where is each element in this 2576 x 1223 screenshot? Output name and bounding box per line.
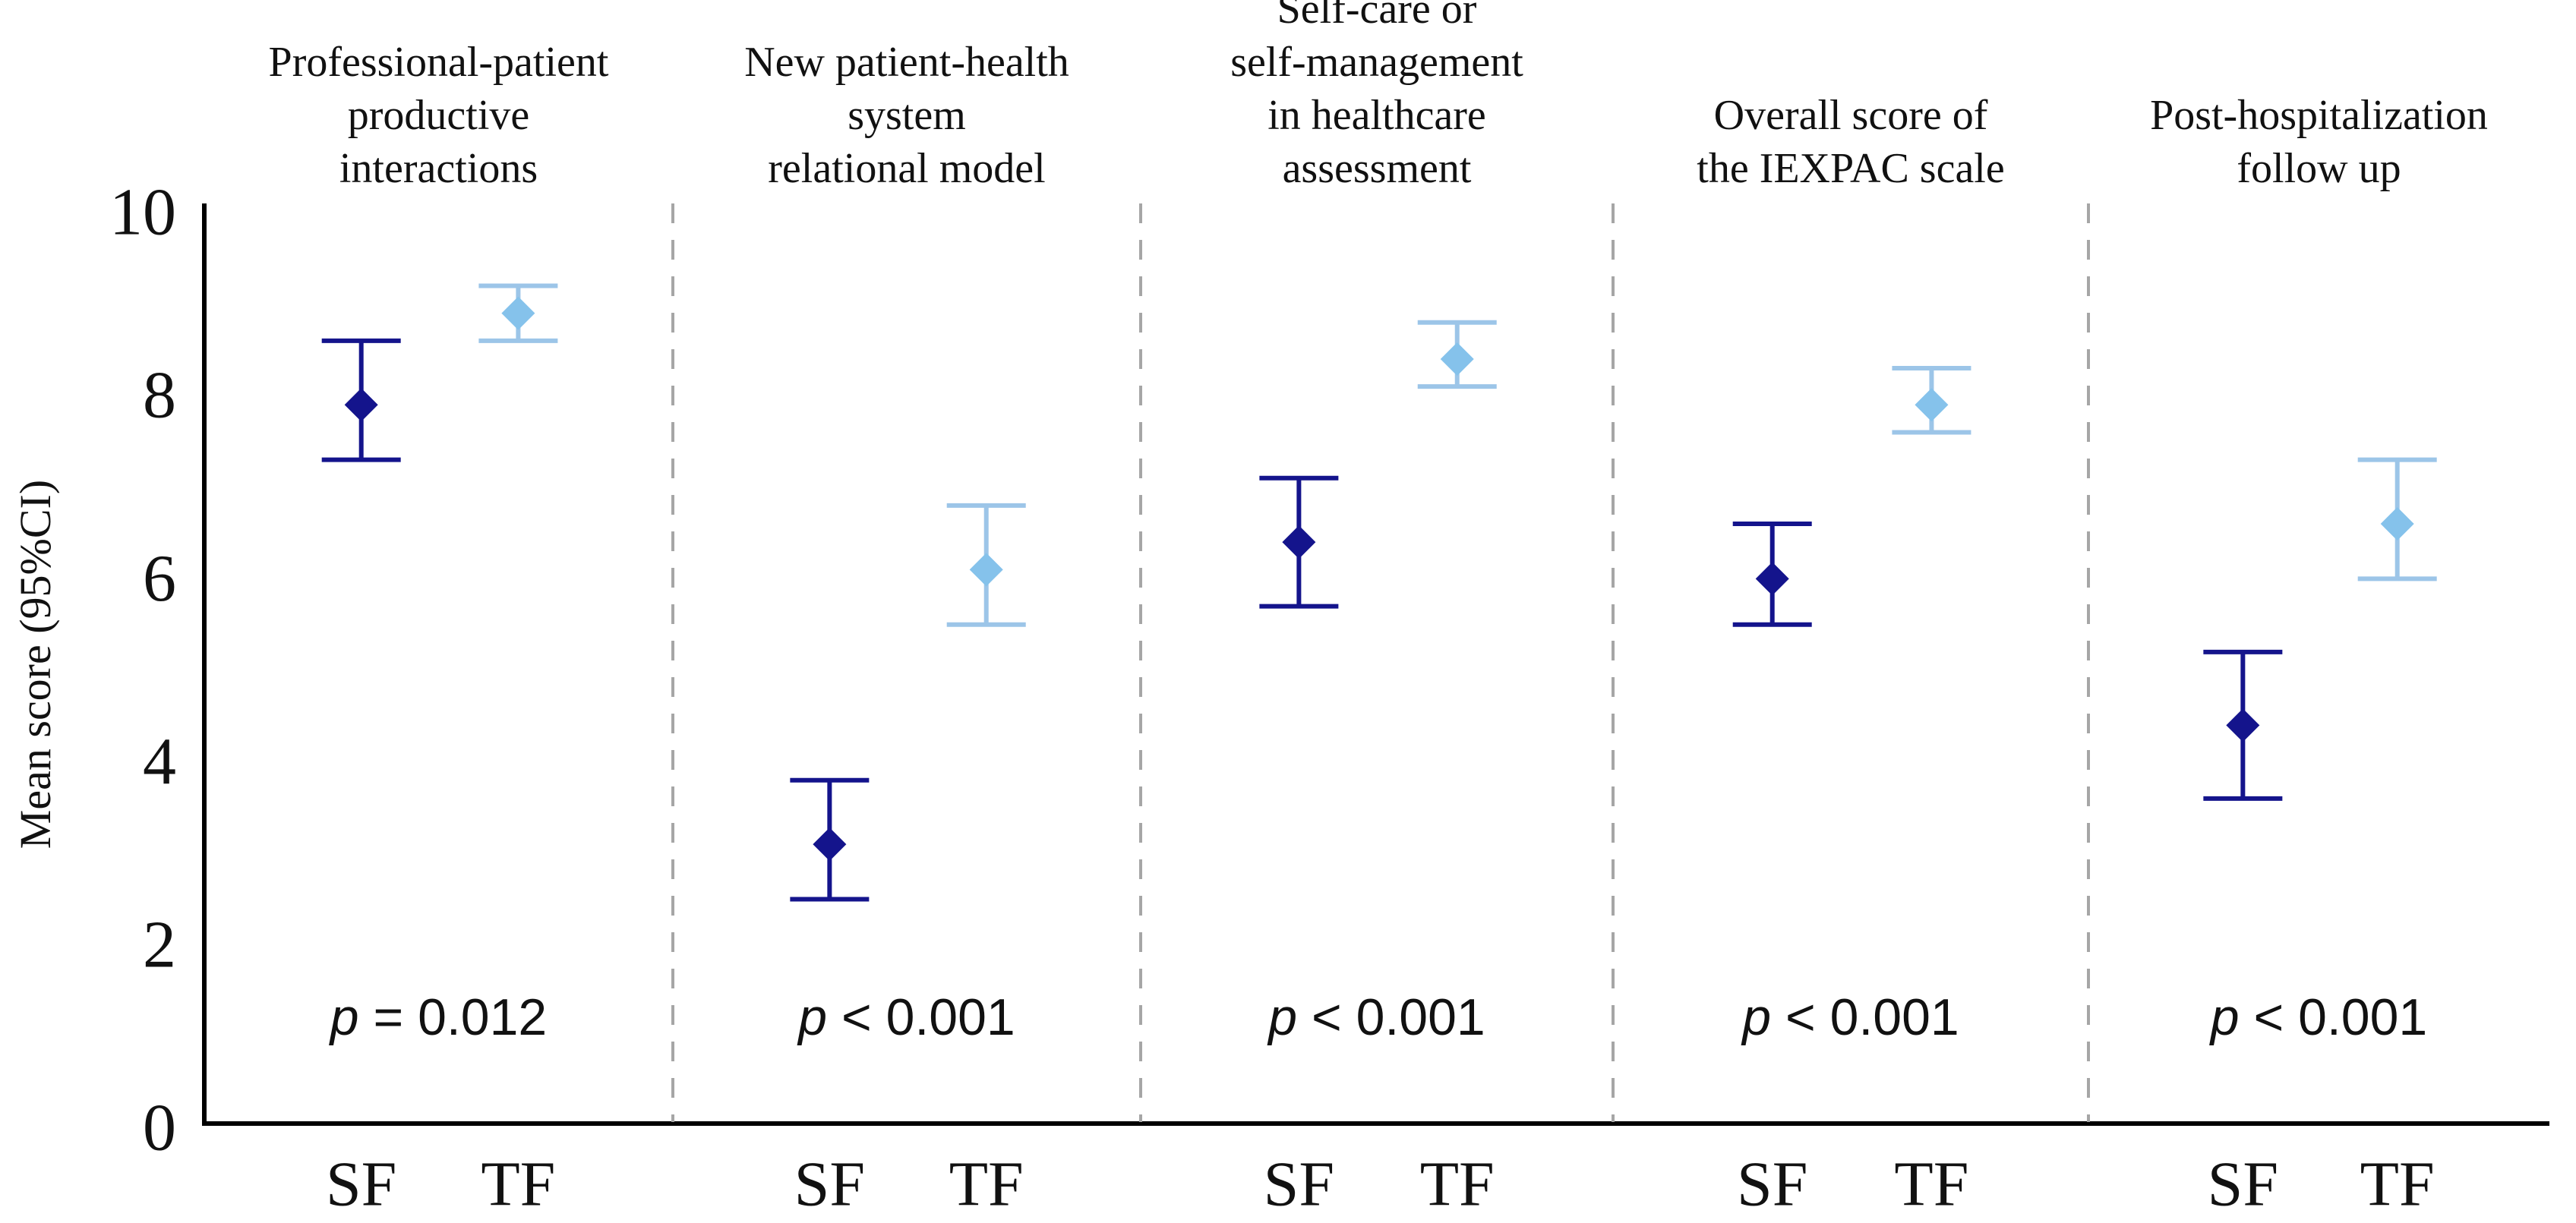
panel-title: New patient-health system relational model (744, 39, 1069, 192)
p-value-label: p < 0.001 (1267, 988, 1485, 1046)
y-tick-label: 8 (143, 359, 176, 433)
sf-point-marker (344, 388, 378, 422)
group-label-tf: TF (2360, 1149, 2435, 1220)
panel-title: Self-care or self-management in healthcare… (1230, 0, 1523, 192)
tf-point-marker (1915, 388, 1949, 422)
group-label-sf: SF (2208, 1149, 2278, 1220)
panel-group: Overall score of the IEXPAC scale p < 0.00… (1697, 92, 2004, 1220)
panel-group: Self-care or self-management in healthcare… (1230, 0, 1523, 1220)
y-tick-label: 6 (143, 542, 176, 616)
group-label-tf: TF (1894, 1149, 1968, 1220)
group-label-sf: SF (326, 1149, 396, 1220)
sf-point-marker (1755, 562, 1789, 596)
tf-point-marker (2380, 507, 2414, 541)
tf-point-marker (969, 553, 1003, 587)
panel-group: Post-hospitalization follow up p < 0.001 SF… (2150, 92, 2488, 1220)
y-tick-label: 2 (143, 908, 176, 982)
group-label-sf: SF (1737, 1149, 1807, 1220)
group-label-tf: TF (949, 1149, 1024, 1220)
sf-point-marker (813, 827, 847, 862)
group-label-sf: SF (1264, 1149, 1334, 1220)
tf-point-marker (501, 296, 535, 330)
y-tick-label: 10 (109, 176, 176, 250)
y-axis-label: Mean score (95%CI) (11, 480, 60, 849)
panel-title: Post-hospitalization follow up (2150, 92, 2488, 192)
panel-title: Professional-patient productive interactio… (269, 39, 609, 192)
p-value-label: p < 0.001 (1741, 988, 1959, 1046)
panel-title: Overall score of the IEXPAC scale (1697, 92, 2004, 192)
p-value-label: p < 0.001 (2209, 988, 2428, 1046)
y-tick-label: 4 (143, 725, 176, 799)
p-value-label: p = 0.012 (329, 988, 548, 1046)
p-value-label: p < 0.001 (797, 988, 1015, 1046)
group-label-tf: TF (481, 1149, 555, 1220)
sf-point-marker (2226, 708, 2260, 742)
panel-group: New patient-health system relational model… (744, 39, 1069, 1220)
panel-group: Professional-patient productive interactio… (269, 39, 609, 1220)
group-label-sf: SF (794, 1149, 865, 1220)
group-label-tf: TF (1420, 1149, 1495, 1220)
y-tick-label: 0 (143, 1092, 176, 1165)
tf-point-marker (1440, 342, 1474, 376)
sf-point-marker (1282, 525, 1316, 559)
